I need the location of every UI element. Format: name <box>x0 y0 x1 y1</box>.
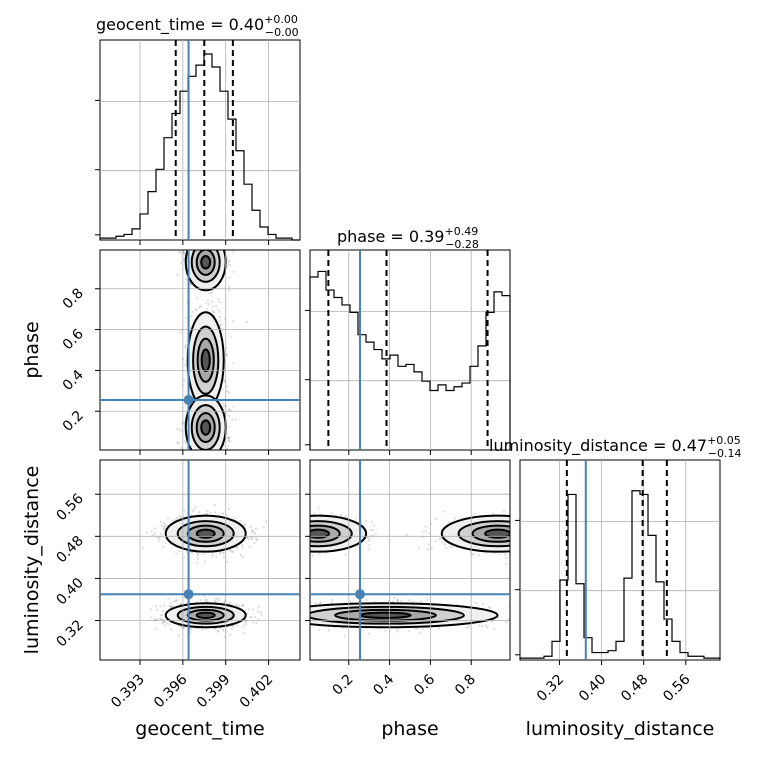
density-shade <box>201 349 210 372</box>
title-phase: phase = 0.39+0.49 −0.28 <box>337 225 479 251</box>
density-shade <box>201 420 211 435</box>
x-tick-label: 0.402 <box>237 672 277 712</box>
y-axis-label-phase: phase <box>21 321 43 378</box>
luminosity-distance-vs-phase-panel: 0.2 0.4 0.6 0.8 <box>305 459 511 699</box>
contour-line <box>164 602 247 629</box>
y-tick-label: 0.2 <box>60 408 87 435</box>
contour-line <box>440 514 510 553</box>
truth-point <box>183 589 194 600</box>
histogram-step <box>309 270 511 450</box>
phase-histogram-panel <box>305 249 511 455</box>
luminosity-distance-vs-geocent-time-panel: 0.393 0.396 0.399 0.402 0.32 0.40 0.48 0.56 <box>53 459 301 712</box>
y-tick-label: 0.4 <box>60 367 87 394</box>
panel-frame <box>309 459 511 661</box>
contour-line <box>200 419 212 436</box>
x-tick-label: 0.4 <box>370 671 397 698</box>
x-tick-label: 0.40 <box>576 672 609 705</box>
panel-frame <box>99 459 301 661</box>
contour-line <box>484 528 510 539</box>
x-tick-label: 0.2 <box>330 672 357 699</box>
density-shade <box>196 529 215 538</box>
x-tick-label: 0.399 <box>194 672 234 712</box>
geocent-time-histogram-panel <box>95 39 301 245</box>
phase-vs-geocent-time-panel: 0.2 0.4 0.6 0.8 <box>60 249 301 455</box>
luminosity-distance-histogram-panel: 0.32 0.40 0.48 0.56 <box>515 459 721 705</box>
x-tick-label: 0.393 <box>108 672 148 712</box>
contour-line <box>196 337 215 383</box>
y-tick-label: 0.6 <box>60 326 87 353</box>
x-axis-label-geocent-time: geocent_time <box>135 718 264 740</box>
contour-line <box>310 514 368 553</box>
y-tick-label: 0.56 <box>53 491 86 524</box>
panel-frame <box>99 39 301 241</box>
density-area <box>310 507 510 638</box>
x-axis-label-luminosity-distance: luminosity_distance <box>526 718 715 740</box>
y-tick-label: 0.8 <box>60 285 87 312</box>
density-shade <box>485 529 510 538</box>
contour-line <box>195 250 216 276</box>
contour-line <box>310 605 465 625</box>
contour-line <box>200 254 212 270</box>
density-shade <box>310 529 329 538</box>
y-tick-label: 0.40 <box>53 575 86 608</box>
x-tick-label: 0.6 <box>411 671 438 698</box>
x-axis-label-phase: phase <box>381 718 438 740</box>
x-tick-label: 0.32 <box>534 672 567 705</box>
histogram-step <box>519 490 721 660</box>
density-shade <box>201 255 211 269</box>
contour-line <box>176 520 235 548</box>
truth-point <box>355 589 365 600</box>
truth-point <box>183 395 194 405</box>
panel-frame <box>519 459 721 661</box>
x-tick-label: 0.56 <box>660 671 693 704</box>
contour-line <box>176 605 235 625</box>
contour-line <box>195 528 216 539</box>
x-tick-label: 0.48 <box>618 672 651 705</box>
y-tick-label: 0.32 <box>53 617 86 650</box>
contour-line <box>195 412 216 443</box>
x-tick-label: 0.396 <box>151 671 191 711</box>
contour-line <box>310 520 353 548</box>
contour-line <box>310 602 499 629</box>
contour-line <box>457 520 510 548</box>
x-tick-label: 0.8 <box>452 672 479 699</box>
contour-line <box>192 325 220 395</box>
density-area <box>175 250 249 450</box>
panel-frame <box>309 249 511 451</box>
density-area <box>141 504 268 638</box>
histogram-step <box>99 53 300 241</box>
contour-line <box>310 528 330 539</box>
contour-line <box>164 514 247 553</box>
y-tick-label: 0.48 <box>53 533 86 566</box>
title-luminosity-distance: luminosity_distance = 0.47+0.05 −0.14 <box>489 434 742 460</box>
y-axis-label-luminosity-distance: luminosity_distance <box>21 466 43 655</box>
panel-frame <box>99 249 301 451</box>
contour-line <box>310 524 341 543</box>
title-geocent-time: geocent_time = 0.40+0.00 −0.00 <box>96 13 299 39</box>
contour-line <box>195 611 216 619</box>
contour-line <box>190 250 221 283</box>
contour-line <box>200 348 211 373</box>
contour-line <box>471 524 510 543</box>
